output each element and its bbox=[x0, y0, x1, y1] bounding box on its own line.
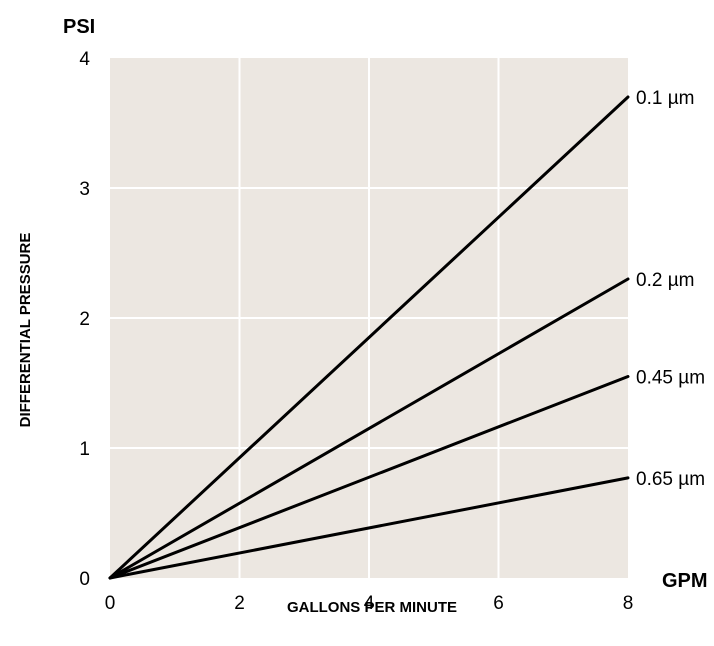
y-tick-label-0: 0 bbox=[79, 569, 90, 590]
x-tick-label-8: 8 bbox=[623, 593, 634, 614]
x-tick-label-4: 4 bbox=[364, 593, 375, 614]
x-unit-label: GPM bbox=[662, 570, 708, 592]
x-tick-label-0: 0 bbox=[105, 593, 116, 614]
tick-labels: 0 2 4 6 8 0 1 2 3 4 bbox=[79, 49, 633, 614]
series-label-0-1-m: 0.1 µm bbox=[636, 88, 694, 109]
series-label-0-2-m: 0.2 µm bbox=[636, 270, 694, 291]
series-label-0-65-m: 0.65 µm bbox=[636, 469, 705, 490]
y-tick-label-3: 3 bbox=[79, 179, 90, 200]
series-labels: 0.1 µm 0.2 µm 0.45 µm 0.65 µm bbox=[636, 88, 705, 490]
x-tick-label-6: 6 bbox=[493, 593, 504, 614]
series-label-0-45-m: 0.45 µm bbox=[636, 368, 705, 389]
x-tick-label-2: 2 bbox=[234, 593, 245, 614]
series-line-0-1-m bbox=[108, 95, 630, 580]
grid bbox=[110, 58, 628, 578]
series-line-0-2-m bbox=[108, 277, 630, 580]
series-line-0-65-m bbox=[108, 476, 630, 580]
y-tick-label-2: 2 bbox=[79, 309, 90, 330]
y-unit-label: PSI bbox=[63, 16, 95, 38]
series-line-0-45-m bbox=[108, 375, 630, 580]
y-axis-title: DIFFERENTIAL PRESSURE bbox=[17, 233, 34, 428]
x-axis-title: GALLONS PER MINUTE bbox=[287, 599, 457, 616]
y-tick-label-1: 1 bbox=[79, 439, 90, 460]
y-tick-label-4: 4 bbox=[79, 49, 90, 70]
data-lines bbox=[108, 95, 630, 580]
